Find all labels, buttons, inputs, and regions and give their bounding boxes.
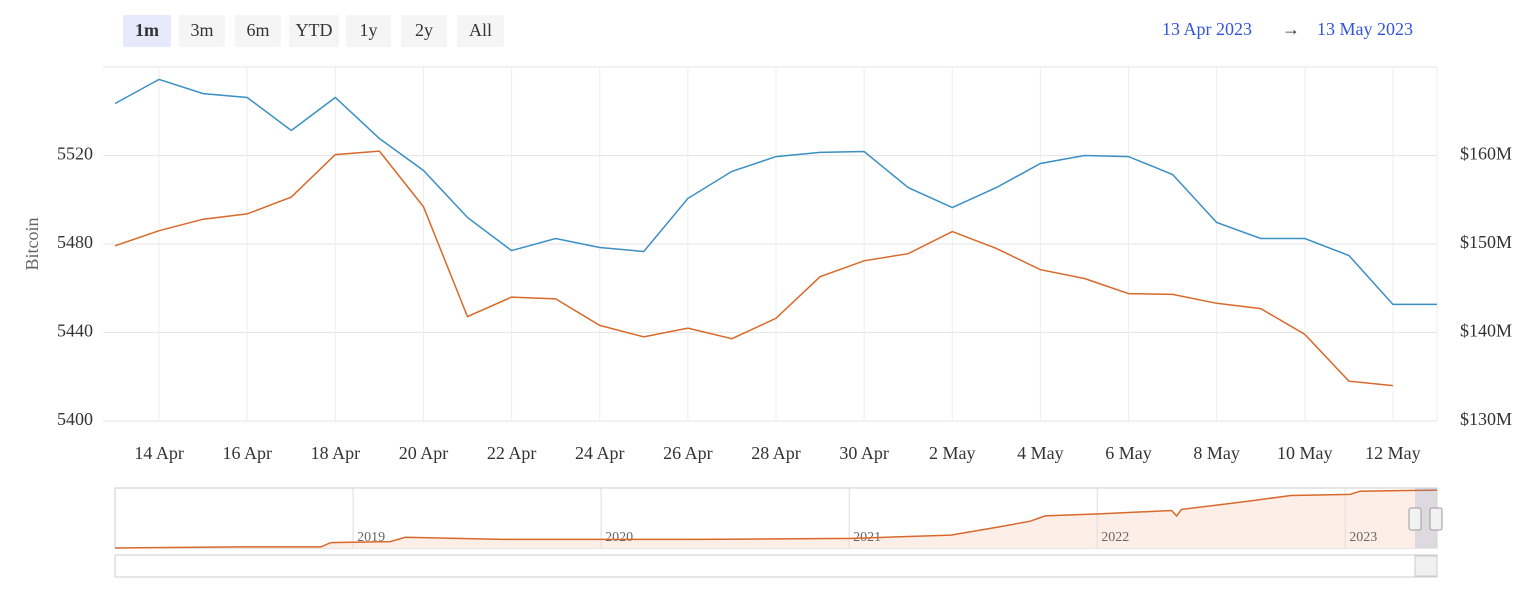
range-button[interactable]: 1y <box>346 15 391 47</box>
range-button[interactable]: 2y <box>401 15 447 47</box>
range-button[interactable]: All <box>457 15 504 47</box>
series-line <box>114 78 1437 306</box>
navigator-tick-label: 2019 <box>357 530 385 545</box>
navigator-tick-label: 2022 <box>1101 530 1129 545</box>
x-tick-label: 20 Apr <box>399 443 449 463</box>
x-tick-label: 28 Apr <box>751 443 801 463</box>
x-tick-label: 26 Apr <box>663 443 713 463</box>
x-tick-label: 12 May <box>1365 443 1421 463</box>
navigator-handle[interactable] <box>1408 507 1422 531</box>
button-label[interactable]: All <box>469 20 492 40</box>
navigator-tick-label: 2020 <box>605 530 633 545</box>
navigator-mask <box>1415 488 1437 548</box>
navigator-area <box>115 490 1437 548</box>
navigator-line <box>114 489 1438 549</box>
navigator: 2019 2020 2021 2022 2023 <box>114 487 1443 578</box>
button-bg[interactable] <box>123 15 171 47</box>
range-button[interactable]: 1m <box>123 15 171 47</box>
y-axis-label: Bitcoin <box>22 218 42 271</box>
button-label[interactable]: 1m <box>135 20 159 40</box>
button-bg[interactable] <box>235 15 281 47</box>
navigator-handle[interactable] <box>1429 507 1443 531</box>
range-button[interactable]: 6m <box>235 15 281 47</box>
x-tick-label: 4 May <box>1017 443 1064 463</box>
y2-tick-label: $150M <box>1460 232 1512 252</box>
range-button[interactable]: YTD <box>289 15 339 47</box>
y-tick-label: 5440 <box>57 321 93 341</box>
button-label[interactable]: YTD <box>296 20 333 40</box>
y2-tick-label: $130M <box>1460 409 1512 429</box>
x-tick-label: 6 May <box>1105 443 1152 463</box>
range-arrow: → <box>1282 19 1300 39</box>
button-label[interactable]: 6m <box>246 20 269 40</box>
button-label[interactable]: 3m <box>190 20 213 40</box>
x-tick-label: 22 Apr <box>487 443 537 463</box>
x-tick-label: 24 Apr <box>575 443 625 463</box>
scrollbar-track[interactable] <box>114 554 1438 578</box>
y2-tick-label: $160M <box>1460 144 1512 164</box>
y2-tick-label: $140M <box>1460 321 1512 341</box>
x-tick-label: 30 Apr <box>839 443 889 463</box>
x-tick-label: 10 May <box>1277 443 1333 463</box>
button-bg[interactable] <box>346 15 391 47</box>
button-bg[interactable] <box>179 15 225 47</box>
button-label[interactable]: 1y <box>360 20 378 40</box>
button-bg[interactable] <box>401 15 447 47</box>
x-tick-label: 2 May <box>929 443 976 463</box>
button-bg[interactable] <box>457 15 504 47</box>
x-tick-label: 14 Apr <box>134 443 184 463</box>
x-tick-label: 18 Apr <box>311 443 361 463</box>
navigator-tick-label: 2023 <box>1349 530 1377 545</box>
button-label[interactable]: 2y <box>415 20 433 40</box>
range-to[interactable]: 13 May 2023 <box>1317 19 1413 39</box>
x-tick-label: 16 Apr <box>222 443 272 463</box>
range-from[interactable]: 13 Apr 2023 <box>1162 19 1252 39</box>
x-tick-label: 8 May <box>1193 443 1240 463</box>
y-tick-label: 5400 <box>57 409 93 429</box>
scrollbar-thumb[interactable] <box>1414 555 1438 577</box>
y-tick-label: 5520 <box>57 144 93 164</box>
range-button[interactable]: 3m <box>179 15 225 47</box>
series-line <box>114 150 1393 387</box>
button-bg[interactable] <box>289 15 339 47</box>
y-tick-label: 5480 <box>57 232 93 252</box>
